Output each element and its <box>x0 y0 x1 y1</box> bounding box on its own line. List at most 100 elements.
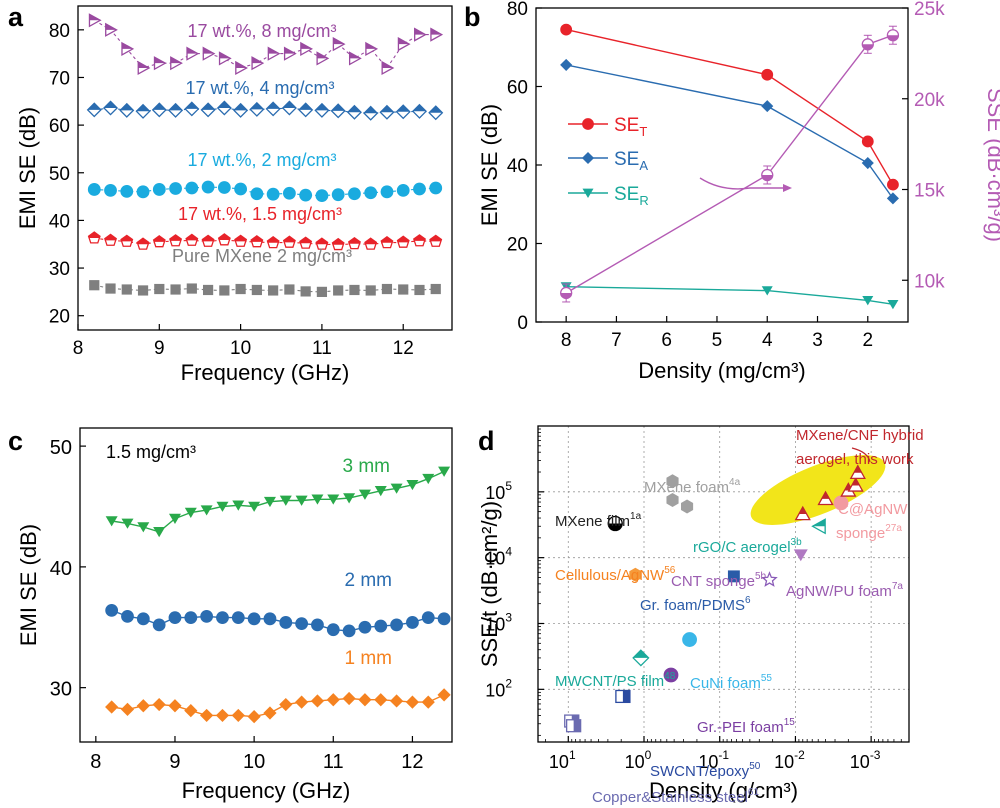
data-point <box>184 101 200 117</box>
data-point <box>847 477 864 492</box>
data-point <box>154 283 165 295</box>
data-point <box>887 299 899 310</box>
data-point-fill <box>365 42 377 49</box>
data-point-fill <box>887 35 899 41</box>
point-label-ref: 4a <box>729 477 741 488</box>
data-point <box>105 700 119 714</box>
data-point <box>279 495 292 506</box>
data-point-fill <box>349 52 361 59</box>
x-tick-label: 9 <box>154 338 165 359</box>
data-point-fill <box>299 103 313 110</box>
data-point <box>218 51 232 66</box>
series-label: 2 mm <box>345 570 393 591</box>
data-point-fill <box>316 238 328 245</box>
data-point-fill <box>315 103 329 111</box>
data-point-fill <box>821 491 830 499</box>
panel-b-frame <box>535 7 909 323</box>
legend-subscript: T <box>639 124 647 139</box>
data-point <box>381 60 395 76</box>
x-tick-exponent: -3 <box>870 748 881 762</box>
data-point <box>250 187 264 201</box>
data-point <box>437 688 451 702</box>
data-point-fill <box>284 47 296 54</box>
series-line <box>566 64 894 199</box>
data-point <box>104 183 117 197</box>
data-point-fill <box>300 42 312 49</box>
y-tick-exponent: 2 <box>505 676 512 690</box>
axis-arrow-head <box>783 184 792 192</box>
data-point <box>200 102 216 118</box>
data-point <box>298 102 314 118</box>
data-point <box>342 624 356 638</box>
data-point-fill <box>152 103 166 110</box>
data-point <box>279 616 293 629</box>
data-point-fill <box>812 519 826 527</box>
data-point <box>200 708 214 723</box>
y-tick-label: 50 <box>50 437 72 459</box>
data-point <box>88 13 102 28</box>
data-point <box>251 284 262 296</box>
data-point <box>184 704 198 718</box>
data-point <box>315 237 329 250</box>
data-point-fill <box>267 236 279 243</box>
data-point-fill <box>862 44 874 50</box>
data-point-fill <box>103 101 118 108</box>
data-point <box>380 236 394 249</box>
data-point <box>374 693 388 707</box>
data-point <box>235 283 246 295</box>
legend-label: SET <box>614 115 647 139</box>
data-point <box>105 516 118 527</box>
data-point <box>405 695 420 709</box>
panel-letter-c: c <box>8 426 23 456</box>
legend-marker <box>582 118 594 130</box>
data-point <box>170 56 183 71</box>
data-point <box>151 102 167 118</box>
data-point <box>761 68 774 81</box>
data-point <box>201 180 215 194</box>
data-point-fill <box>219 52 231 59</box>
y-tick-label: 40 <box>507 156 528 177</box>
x-tick-label: 9 <box>169 751 180 773</box>
data-point <box>299 236 313 249</box>
y-tick-label: 30 <box>49 259 70 280</box>
series-label: 17 wt.%, 2 mg/cm³ <box>187 150 336 170</box>
data-point-fill <box>317 52 328 59</box>
panel-letter-d: d <box>478 426 495 456</box>
data-point <box>358 489 371 500</box>
point-label: SWCNT/epoxy50 <box>650 761 761 780</box>
data-point <box>421 695 435 709</box>
y2-tick-label: 25k <box>914 0 945 20</box>
data-point <box>861 135 874 148</box>
data-point <box>330 103 346 119</box>
point-label-ref: 7a <box>892 581 904 592</box>
data-point <box>365 41 379 56</box>
y-tick-label: 60 <box>507 78 528 99</box>
data-point <box>390 483 403 494</box>
data-point-fill <box>217 101 231 108</box>
data-point <box>374 619 388 633</box>
data-point <box>438 466 451 477</box>
data-point-fill <box>398 38 410 45</box>
data-point <box>332 37 346 52</box>
data-point-fill <box>608 523 623 531</box>
data-point <box>300 286 311 297</box>
data-point <box>406 479 419 491</box>
x-tick-label: 6 <box>661 330 672 351</box>
x-tick-label: 8 <box>90 751 101 773</box>
data-point <box>169 234 183 247</box>
series-label: 17 wt.%, 8 mg/cm³ <box>187 21 336 41</box>
data-point <box>861 156 874 170</box>
data-point-fill <box>331 104 345 111</box>
point-label: MXene foam4a <box>644 477 741 496</box>
x-tick-label: 4 <box>762 330 773 351</box>
series-label: 17 wt.%, 4 mg/cm³ <box>185 78 334 98</box>
legend-label: SER <box>614 184 649 208</box>
data-point-fill <box>573 719 581 732</box>
point-label-ref: 5b <box>755 571 767 582</box>
data-point <box>89 280 100 291</box>
data-point <box>396 235 410 248</box>
data-point <box>560 286 573 300</box>
data-point <box>232 500 245 511</box>
